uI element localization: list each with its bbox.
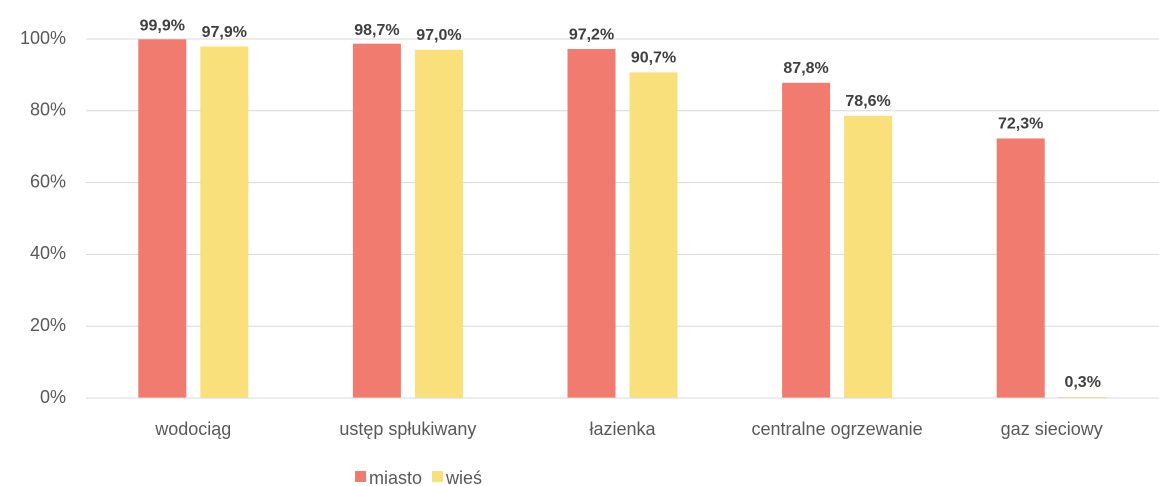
x-tick-label: łazienka: [589, 419, 656, 439]
y-tick-label: 80%: [30, 100, 66, 120]
bar: [1058, 396, 1107, 398]
x-tick-label: gaz sieciowy: [1001, 419, 1103, 439]
bar: [844, 115, 893, 399]
y-tick-label: 100%: [20, 28, 66, 48]
y-tick-label: 0%: [40, 387, 66, 407]
value-label: 98,7%: [354, 22, 399, 39]
bar: [567, 49, 616, 398]
value-label: 97,0%: [416, 27, 461, 44]
bar: [352, 43, 401, 399]
bar: [414, 49, 463, 399]
legend-label: wieś: [445, 468, 482, 486]
legend-swatch: [432, 471, 444, 482]
legend-label: miasto: [369, 468, 422, 486]
y-tick-label: 60%: [30, 171, 66, 191]
value-label: 97,9%: [202, 24, 247, 41]
x-tick-label: centralne ogrzewanie: [752, 419, 923, 439]
value-label: 0,3%: [1064, 374, 1100, 391]
legend-swatch: [355, 471, 366, 482]
x-tick-label: ustęp spłukiwany: [339, 419, 476, 439]
value-label: 90,7%: [631, 50, 676, 67]
bar: [138, 39, 187, 398]
value-label: 97,2%: [569, 26, 614, 43]
value-label: 99,9%: [140, 18, 185, 35]
x-tick-label: wodociąg: [154, 419, 231, 439]
value-label: 87,8%: [783, 60, 828, 77]
bar: [996, 138, 1045, 398]
bar: [782, 82, 831, 398]
value-label: 72,3%: [998, 116, 1043, 133]
bar: [629, 72, 678, 399]
y-tick-label: 40%: [30, 243, 66, 263]
bar: [200, 46, 249, 398]
y-tick-label: 20%: [30, 315, 66, 335]
value-label: 78,6%: [845, 93, 890, 110]
